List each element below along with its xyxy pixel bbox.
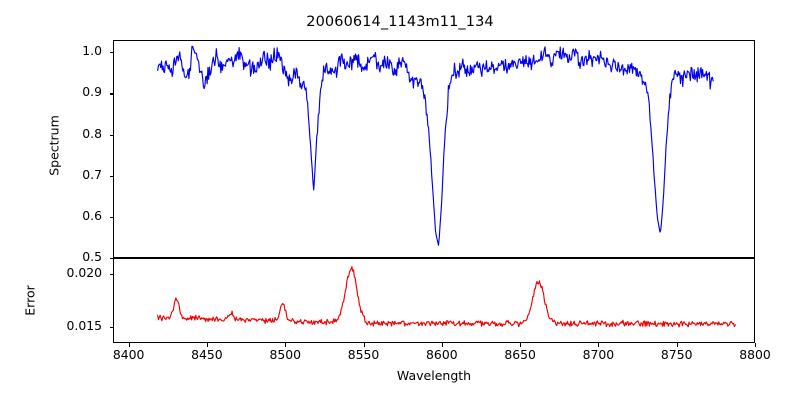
x-tick-0: 8400 [112, 347, 145, 362]
spectrum-ytick-5-mark [109, 52, 113, 54]
spectrum-line-svg [157, 45, 714, 246]
error-plot-area [113, 258, 755, 343]
spectrum-ytick-3-mark [109, 134, 113, 136]
x-tick-4-mark [441, 343, 443, 347]
spectrum-plot-area [113, 40, 755, 258]
spectrum-ytick-4: 0.9 [82, 84, 102, 100]
spectrum-ytick-0-mark [109, 258, 113, 260]
x-tick-7: 8750 [660, 347, 693, 362]
x-tick-8: 8800 [739, 347, 771, 362]
spectrum-y-axis-label: Spectrum [46, 115, 62, 176]
x-axis-label: Wavelength [396, 368, 472, 383]
x-tick-6: 8700 [582, 347, 615, 362]
spectrum-ytick-2-mark [109, 175, 113, 177]
x-tick-2: 8500 [269, 347, 301, 362]
x-tick-1-mark [206, 343, 208, 347]
x-tick-7-mark [676, 343, 678, 347]
spectrum-series [157, 45, 714, 246]
x-tick-4: 8600 [426, 347, 458, 362]
x-tick-5: 8650 [504, 347, 536, 362]
error-ytick-1-mark [109, 273, 113, 275]
x-tick-8-mark [755, 343, 757, 347]
error-line-svg [157, 266, 736, 328]
chart-title: 20060614_1143m11_134 [306, 14, 494, 30]
x-tick-1: 8450 [191, 347, 223, 362]
spectrum-ytick-0: 0.5 [82, 249, 102, 264]
x-tick-2-mark [285, 343, 287, 347]
error-series [157, 266, 736, 328]
error-ytick-0-mark [109, 327, 113, 329]
spectrum-ytick-3: 0.8 [82, 125, 102, 141]
spectrum-ytick-5: 1.0 [82, 43, 102, 59]
spectrum-ytick-1-mark [109, 216, 113, 218]
x-tick-0-mark [128, 343, 130, 347]
spectrum-ytick-2: 0.7 [82, 166, 102, 182]
spectrum-ytick-1: 0.6 [82, 207, 102, 223]
x-tick-5-mark [520, 343, 522, 347]
error-ytick-1: 0.020 [66, 264, 102, 280]
error-ytick-0: 0.015 [66, 318, 102, 334]
x-tick-3: 8550 [347, 347, 380, 362]
spectrum-ytick-4-mark [109, 93, 113, 95]
x-tick-6-mark [598, 343, 600, 347]
x-tick-3-mark [363, 343, 365, 347]
